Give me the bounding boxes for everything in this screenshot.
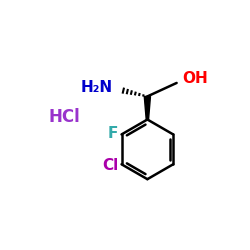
Text: F: F bbox=[108, 126, 118, 141]
Text: H₂N: H₂N bbox=[80, 80, 113, 95]
Text: HCl: HCl bbox=[49, 108, 80, 126]
Polygon shape bbox=[144, 96, 150, 120]
Text: OH: OH bbox=[182, 70, 208, 86]
Text: Cl: Cl bbox=[102, 158, 118, 173]
